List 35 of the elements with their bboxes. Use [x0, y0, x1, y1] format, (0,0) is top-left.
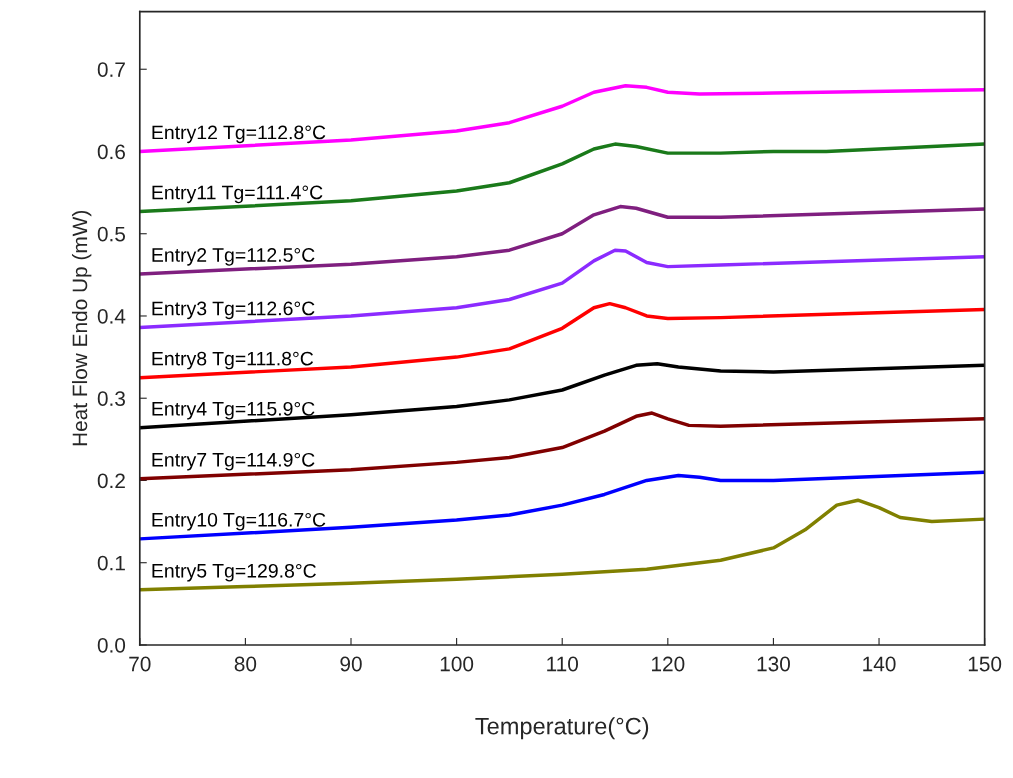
x-tick-label: 130 [757, 656, 790, 672]
series-label: Entry2 Tg=112.5°C [152, 248, 315, 266]
y-tick-label: 0.2 [97, 473, 125, 489]
y-axis-title: Heat Flow Endo Up (mW) [71, 210, 92, 446]
line-series [139, 204, 985, 276]
series-label: Entry7 Tg=114.9°C [152, 452, 315, 471]
x-tick-label: 90 [340, 656, 362, 672]
series-label: Entry4 Tg=115.9°C [152, 401, 315, 420]
series-label: Entry5 Tg=129.8°C [152, 563, 316, 582]
y-tick-label: 0.4 [97, 308, 126, 324]
series-label: Entry10 Tg=116.7°C [152, 512, 326, 531]
y-tick-label: 0.5 [97, 226, 126, 242]
line-series [139, 470, 985, 541]
series-label: Entry12 Tg=112.8°C [152, 125, 326, 144]
x-tick-label: 100 [440, 656, 474, 672]
series-label: Entry11 Tg=111.4°C [152, 185, 323, 204]
y-tick-label: 0.0 [97, 637, 126, 653]
series-label: Entry8 Tg=111.8°C [152, 351, 314, 370]
x-axis-title: Temperature(°C) [475, 717, 649, 740]
x-tick-label: 70 [129, 656, 151, 672]
x-tick-label: 140 [863, 656, 896, 672]
y-tick-label: 0.6 [97, 144, 125, 160]
x-tick-label: 150 [968, 656, 1002, 672]
x-tick-label: 120 [652, 656, 685, 672]
line-series [139, 83, 985, 154]
x-tick-label: 110 [547, 656, 579, 672]
y-tick-label: 0.1 [97, 555, 125, 571]
line-series [139, 498, 985, 592]
y-tick-label: 0.7 [97, 62, 125, 77]
series-label: Entry3 Tg=112.6°C [152, 301, 315, 320]
y-tick-label: 0.3 [97, 391, 125, 406]
line-series [139, 142, 985, 214]
line-series [139, 248, 985, 330]
x-tick-label: 80 [234, 656, 257, 672]
line-series [139, 301, 985, 380]
